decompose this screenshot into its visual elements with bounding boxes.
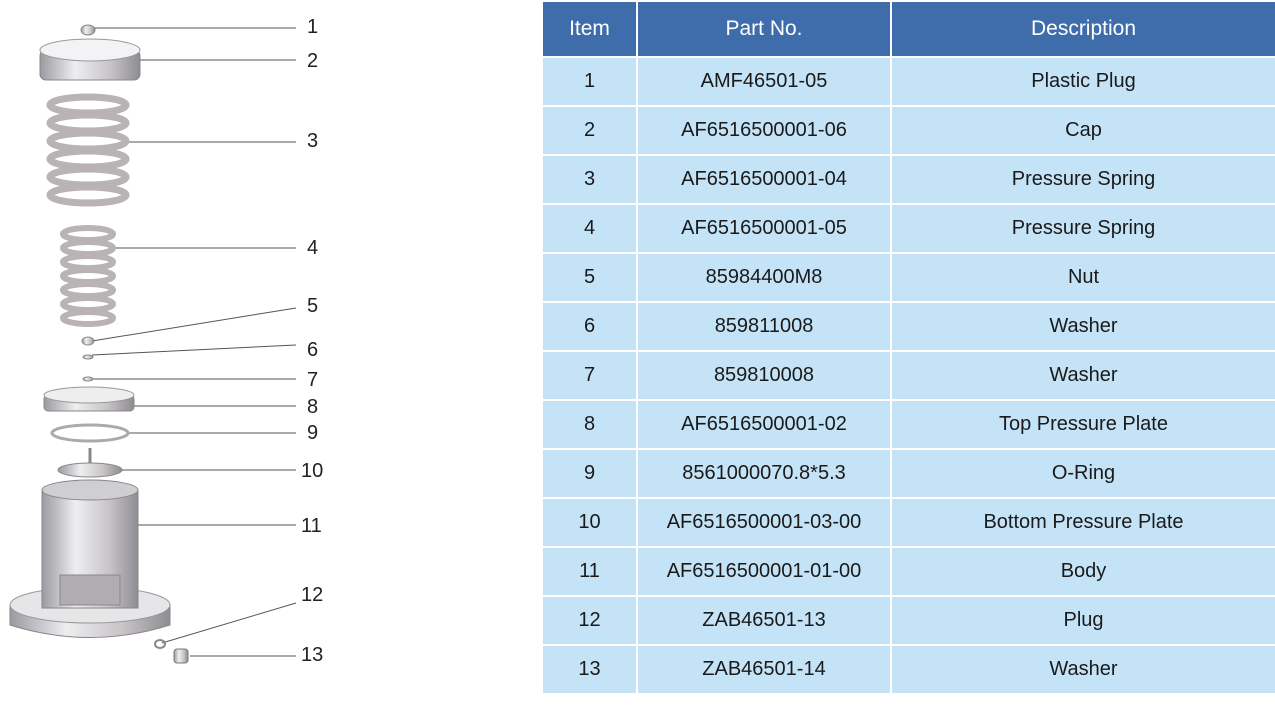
cell-part-no: ZAB46501-14 <box>636 644 892 695</box>
table-row: 12 ZAB46501-13 Plug <box>541 595 1275 646</box>
cell-description: Washer <box>890 350 1275 401</box>
table-row: 10 AF6516500001-03-00 Bottom Pressure Plat… <box>541 497 1275 548</box>
cell-description: Plug <box>890 595 1275 646</box>
cell-description: Pressure Spring <box>890 203 1275 254</box>
callout-8: 8 <box>307 396 319 418</box>
callout-1: 1 <box>307 16 319 38</box>
callout-9: 9 <box>307 422 319 444</box>
callout-3: 3 <box>307 130 319 152</box>
cell-part-no: 8561000070.8*5.3 <box>636 448 892 499</box>
cell-description: Bottom Pressure Plate <box>890 497 1275 548</box>
cell-description: Plastic Plug <box>890 56 1275 107</box>
table-row: 11 AF6516500001-01-00 Body <box>541 546 1275 597</box>
table-row: 5 85984400M8 Nut <box>541 252 1275 303</box>
cell-item: 13 <box>541 644 638 695</box>
cell-description: Cap <box>890 105 1275 156</box>
cell-part-no: AF6516500001-05 <box>636 203 892 254</box>
table-row: 2 AF6516500001-06 Cap <box>541 105 1275 156</box>
callout-10: 10 <box>301 460 324 482</box>
parts-drawing <box>9 24 297 664</box>
cell-description: Washer <box>890 301 1275 352</box>
table-row: 1 AMF46501-05 Plastic Plug <box>541 56 1275 107</box>
exploded-parts-diagram: 1 2 3 4 5 6 7 8 9 10 11 12 13 <box>0 0 540 700</box>
cell-item: 8 <box>541 399 638 450</box>
cell-part-no: AF6516500001-03-00 <box>636 497 892 548</box>
cell-item: 11 <box>541 546 638 597</box>
cell-description: Top Pressure Plate <box>890 399 1275 450</box>
table-row: 13 ZAB46501-14 Washer <box>541 644 1275 695</box>
cell-description: Washer <box>890 644 1275 695</box>
cell-part-no: 859811008 <box>636 301 892 352</box>
table-row: 6 859811008 Washer <box>541 301 1275 352</box>
callout-13: 13 <box>301 644 324 666</box>
callout-4: 4 <box>307 237 319 259</box>
callout-7: 7 <box>307 369 319 391</box>
cell-item: 4 <box>541 203 638 254</box>
callout-5: 5 <box>307 295 319 317</box>
cell-item: 10 <box>541 497 638 548</box>
cell-part-no: AF6516500001-06 <box>636 105 892 156</box>
callout-11: 11 <box>301 515 322 537</box>
cell-item: 6 <box>541 301 638 352</box>
cell-part-no: AF6516500001-02 <box>636 399 892 450</box>
cell-item: 7 <box>541 350 638 401</box>
parts-table: Item Part No. Description 1 AMF46501-05 Pl… <box>541 0 1275 695</box>
leader-lines <box>91 27 297 657</box>
cell-part-no: 859810008 <box>636 350 892 401</box>
table-row: 7 859810008 Washer <box>541 350 1275 401</box>
cell-part-no: ZAB46501-13 <box>636 595 892 646</box>
cell-item: 1 <box>541 56 638 107</box>
cell-description: O-Ring <box>890 448 1275 499</box>
header-description: Description <box>890 0 1275 58</box>
cell-item: 12 <box>541 595 638 646</box>
table-row: 3 AF6516500001-04 Pressure Spring <box>541 154 1275 205</box>
cell-item: 2 <box>541 105 638 156</box>
cell-item: 3 <box>541 154 638 205</box>
header-item: Item <box>541 0 638 58</box>
cell-part-no: AF6516500001-01-00 <box>636 546 892 597</box>
callout-12: 12 <box>301 584 324 606</box>
cell-item: 5 <box>541 252 638 303</box>
cell-part-no: AMF46501-05 <box>636 56 892 107</box>
callout-6: 6 <box>307 339 319 361</box>
cell-part-no: AF6516500001-04 <box>636 154 892 205</box>
cell-description: Nut <box>890 252 1275 303</box>
cell-description: Body <box>890 546 1275 597</box>
table-row: 4 AF6516500001-05 Pressure Spring <box>541 203 1275 254</box>
table-row: 8 AF6516500001-02 Top Pressure Plate <box>541 399 1275 450</box>
cell-part-no: 85984400M8 <box>636 252 892 303</box>
callout-2: 2 <box>307 50 319 72</box>
header-part-no: Part No. <box>636 0 892 58</box>
table-row: 9 8561000070.8*5.3 O-Ring <box>541 448 1275 499</box>
cell-item: 9 <box>541 448 638 499</box>
table-header-row: Item Part No. Description <box>541 0 1275 58</box>
cell-description: Pressure Spring <box>890 154 1275 205</box>
